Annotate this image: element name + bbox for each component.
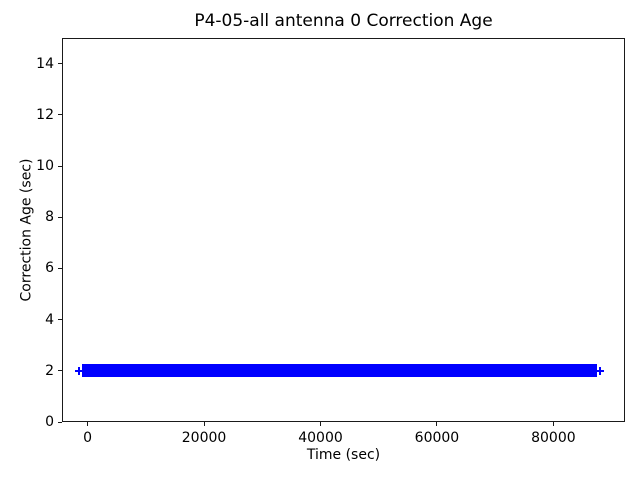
x-tick-mark: [320, 422, 321, 426]
x-tick-label: 0: [83, 430, 93, 446]
y-tick-label: 8: [45, 209, 54, 226]
y-tick-label: 2: [45, 362, 54, 379]
y-tick-label: 4: [45, 311, 54, 328]
y-tick-label: 12: [36, 106, 54, 123]
x-tick-label: 80000: [531, 430, 576, 446]
y-tick-mark: [58, 63, 62, 65]
x-tick-mark: [552, 422, 554, 426]
data-point-marker: [598, 366, 601, 375]
y-tick-mark: [58, 421, 62, 423]
y-tick-label: 10: [36, 158, 54, 174]
x-tick-mark: [436, 422, 438, 426]
x-tick-mark: [87, 422, 89, 426]
y-tick-mark: [58, 267, 62, 269]
data-point-marker: [77, 366, 80, 375]
y-tick-mark: [58, 216, 62, 218]
chart-title: P4-05-all antenna 0 Correction Age: [194, 11, 493, 31]
x-tick-label: 20000: [181, 430, 227, 446]
y-tick-mark: [58, 165, 62, 167]
y-tick-mark: [58, 114, 62, 116]
y-tick-label: 14: [36, 55, 54, 72]
y-tick-mark: [58, 319, 62, 321]
y-tick-mark: [58, 370, 62, 372]
y-axis-label: Correction Age (sec): [18, 158, 35, 302]
x-axis-label: Time (sec): [306, 447, 381, 463]
y-tick-label: 0: [45, 414, 54, 430]
plot-area: [62, 38, 625, 422]
x-tick-mark: [203, 422, 205, 426]
x-tick-label: 40000: [298, 430, 343, 446]
x-tick-label: 60000: [414, 430, 460, 446]
y-tick-label: 6: [45, 260, 54, 277]
data-series-band: [81, 363, 597, 377]
